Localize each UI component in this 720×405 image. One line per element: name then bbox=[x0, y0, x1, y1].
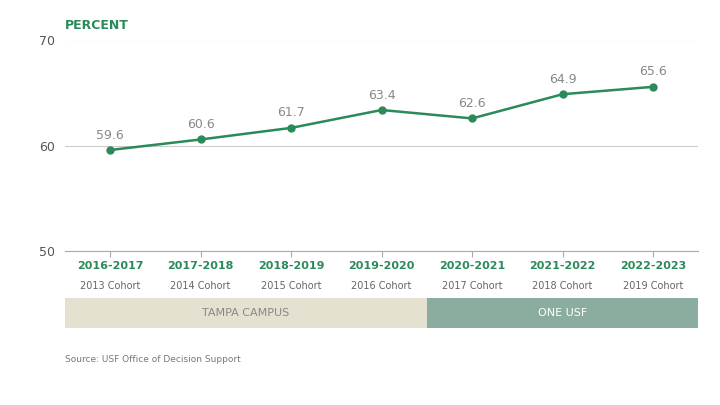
Text: 2018-2019: 2018-2019 bbox=[258, 261, 324, 271]
Text: 2016-2017: 2016-2017 bbox=[77, 261, 143, 271]
Text: 62.6: 62.6 bbox=[459, 97, 486, 110]
Text: ONE USF: ONE USF bbox=[538, 308, 588, 318]
Text: 64.9: 64.9 bbox=[549, 73, 577, 86]
Text: 2017 Cohort: 2017 Cohort bbox=[442, 281, 503, 292]
Text: 2020-2021: 2020-2021 bbox=[439, 261, 505, 271]
Text: 2021-2022: 2021-2022 bbox=[529, 261, 596, 271]
Text: 2017-2018: 2017-2018 bbox=[167, 261, 234, 271]
Text: 60.6: 60.6 bbox=[186, 118, 215, 131]
Text: 63.4: 63.4 bbox=[368, 89, 395, 102]
Text: 2016 Cohort: 2016 Cohort bbox=[351, 281, 412, 292]
Text: Source: USF Office of Decision Support: Source: USF Office of Decision Support bbox=[65, 356, 240, 364]
Text: PERCENT: PERCENT bbox=[65, 19, 129, 32]
Text: 61.7: 61.7 bbox=[277, 107, 305, 119]
Text: 2019-2020: 2019-2020 bbox=[348, 261, 415, 271]
Text: 59.6: 59.6 bbox=[96, 129, 124, 142]
Text: 2018 Cohort: 2018 Cohort bbox=[533, 281, 593, 292]
Text: 2013 Cohort: 2013 Cohort bbox=[80, 281, 140, 292]
Text: 65.6: 65.6 bbox=[639, 66, 667, 79]
Text: 2019 Cohort: 2019 Cohort bbox=[623, 281, 683, 292]
Text: TAMPA CAMPUS: TAMPA CAMPUS bbox=[202, 308, 289, 318]
Text: 2014 Cohort: 2014 Cohort bbox=[171, 281, 230, 292]
Text: 2015 Cohort: 2015 Cohort bbox=[261, 281, 321, 292]
Text: 2022-2023: 2022-2023 bbox=[620, 261, 686, 271]
